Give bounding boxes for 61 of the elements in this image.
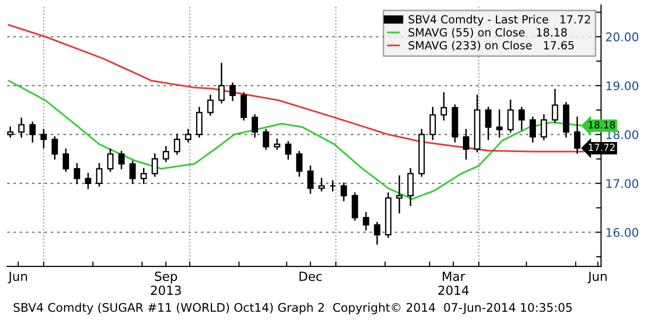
candlestick	[374, 222, 380, 245]
candlestick	[62, 148, 70, 172]
x-tick-label: Jun	[587, 272, 607, 284]
candlestick	[530, 116, 536, 143]
candlestick	[129, 160, 136, 184]
candlestick	[496, 109, 503, 138]
candlestick	[552, 88, 558, 123]
candlestick	[96, 163, 102, 187]
x-tick-label: Jun	[8, 272, 27, 284]
text: SBV4 Comdty (SUGAR #11 (WORLD) Oct14) Graph 2 Copyright© 2014 07-Jun-2014 10:35:05	[14, 302, 572, 314]
x-tick-label: Sep 2013	[150, 272, 181, 296]
candlestick	[184, 128, 192, 143]
candlestick	[40, 128, 47, 148]
candlestick	[252, 114, 258, 138]
candlestick	[240, 92, 247, 121]
candlestick	[174, 134, 180, 155]
candlestick	[352, 192, 358, 221]
y-tick-label: 16.00	[606, 228, 638, 237]
candlestick	[74, 163, 80, 184]
x-tick-label: Mar 2014	[438, 272, 469, 296]
y-tick-label: 17.00	[606, 179, 638, 188]
candlestick	[396, 175, 403, 214]
candlestick	[229, 82, 236, 101]
candlestick	[296, 150, 302, 177]
x-tick-label: Dec	[300, 272, 322, 282]
candlestick	[518, 106, 525, 130]
candlestick	[262, 128, 270, 150]
candlestick	[84, 172, 92, 189]
candlestick	[340, 182, 347, 202]
candlestick	[362, 212, 370, 231]
candlestick	[430, 106, 436, 140]
candlestick	[540, 114, 548, 140]
candlestick	[307, 166, 314, 194]
candlestick	[274, 138, 280, 150]
candlestick	[207, 94, 214, 116]
legend-label: SBV4 Comdty - Last Price 17.72	[408, 14, 590, 26]
candlestick	[107, 148, 114, 172]
legend-label: SMAVG (55) on Close 18.18	[408, 28, 567, 38]
candlestick	[162, 146, 170, 162]
candlestick	[330, 180, 336, 192]
y-tick-label: 20.00	[606, 32, 638, 42]
candlestick	[18, 118, 25, 138]
legend-label: SMAVG (233) on Close 17.65	[408, 40, 574, 51]
candlestick	[29, 122, 36, 143]
candlestick	[152, 153, 158, 177]
annotation: 18.18	[588, 121, 615, 129]
candlestick	[440, 92, 448, 121]
candlestick	[462, 128, 470, 160]
annotation: 17.72	[588, 144, 615, 151]
candlestick	[118, 150, 125, 170]
y-tick-label: 19.00	[606, 81, 638, 90]
candlestick	[52, 136, 58, 160]
candlestick	[140, 168, 147, 184]
candlestick	[218, 62, 225, 104]
candlestick	[196, 106, 202, 138]
candlestick	[407, 168, 414, 206]
candlestick	[507, 100, 514, 133]
candlestick	[285, 141, 292, 160]
candlestick	[318, 178, 325, 192]
candlestick	[485, 106, 492, 140]
candlestick	[7, 126, 14, 138]
